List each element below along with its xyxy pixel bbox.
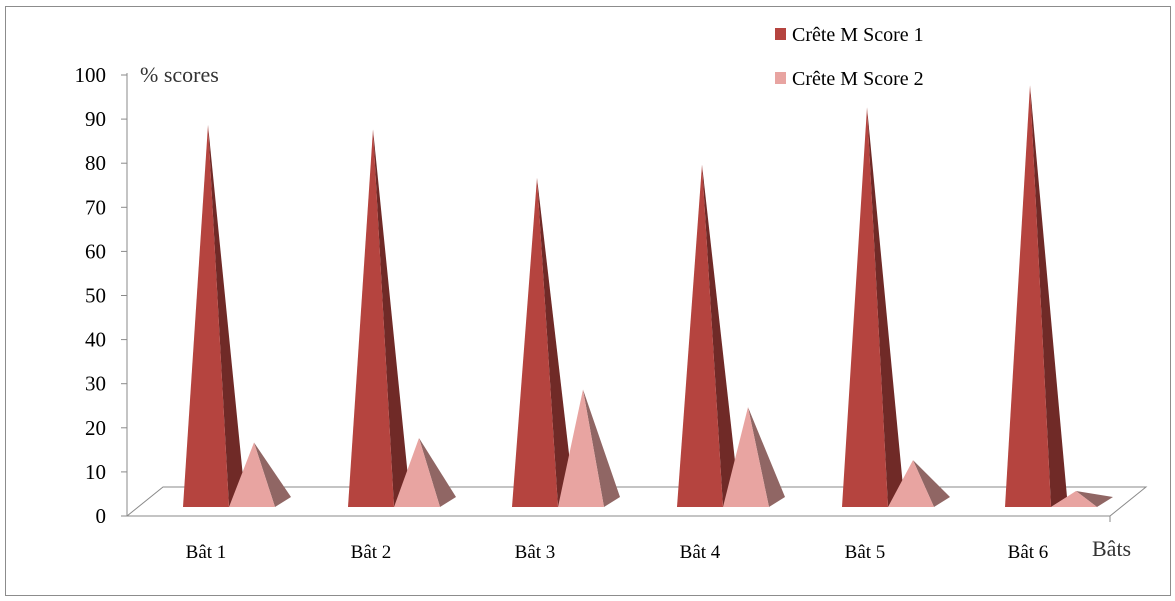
x-tick-label: Bât 6 <box>1008 542 1049 563</box>
bar-side-face <box>583 389 620 507</box>
bar-crete-m-score-2-bat-6 <box>1051 490 1113 507</box>
bar-crete-m-score-1-bat-2 <box>348 129 410 507</box>
bar-side-face <box>537 177 574 507</box>
x-tick-label: Bât 1 <box>186 542 227 563</box>
x-tick-label: Bât 4 <box>680 542 721 563</box>
bar-front-face <box>394 438 440 507</box>
y-tick-label: 50 <box>85 284 106 308</box>
y-tick-label: 70 <box>85 195 106 219</box>
bar-front-face <box>677 164 723 508</box>
y-tick-label: 90 <box>85 107 106 131</box>
bar-front-face <box>1051 490 1097 507</box>
bar-crete-m-score-2-bat-5 <box>888 460 950 507</box>
bar-side-face <box>867 107 904 507</box>
bar-crete-m-score-2-bat-1 <box>229 442 291 507</box>
bar-side-face <box>373 129 410 507</box>
legend-label-crete-m-score-2: Crête M Score 2 <box>792 68 924 90</box>
chart-bars <box>183 85 1113 508</box>
bar-crete-m-score-1-bat-3 <box>512 177 574 507</box>
y-axis-title: % scores <box>140 62 219 87</box>
bar-crete-m-score-1-bat-5 <box>842 107 904 507</box>
bar-crete-m-score-1-bat-6 <box>1005 85 1067 507</box>
y-tick-label: 10 <box>85 460 106 484</box>
bar-side-face <box>419 438 456 507</box>
bar-side-face <box>748 407 785 507</box>
bar-front-face <box>1005 85 1051 507</box>
y-axis: 0 10 20 30 40 50 60 70 80 90 100 <box>75 63 128 528</box>
y-tick-label: 60 <box>85 239 106 263</box>
y-tick-label: 20 <box>85 416 106 440</box>
bar-front-face <box>348 129 394 507</box>
legend-swatch-crete-m-score-1 <box>775 28 786 40</box>
bar-front-face <box>842 107 888 507</box>
bar-side-face <box>702 164 739 508</box>
bar-side-face <box>1076 490 1113 507</box>
bar-crete-m-score-2-bat-4 <box>723 407 785 507</box>
y-tick-label: 40 <box>85 328 106 352</box>
bar-crete-m-score-2-bat-3 <box>558 389 620 507</box>
bar-front-face <box>888 460 934 507</box>
bar-front-face <box>183 124 229 508</box>
bar-crete-m-score-1-bat-4 <box>677 164 739 508</box>
bar-side-face <box>208 124 245 508</box>
y-tick-label: 0 <box>96 504 107 528</box>
x-axis-title: Bâts <box>1092 536 1131 561</box>
bar-crete-m-score-2-bat-2 <box>394 438 456 507</box>
bar-front-face <box>512 177 558 507</box>
bar-front-face <box>558 389 604 507</box>
x-axis-labels: Bât 1 Bât 2 Bât 3 Bât 4 Bât 5 Bât 6 <box>186 542 1049 563</box>
legend-swatch-crete-m-score-2 <box>775 72 786 84</box>
legend-label-crete-m-score-1: Crête M Score 1 <box>792 24 924 46</box>
bar-side-face <box>913 460 950 507</box>
bar-front-face <box>229 442 275 507</box>
bar-front-face <box>723 407 769 507</box>
bar-side-face <box>254 442 291 507</box>
x-tick-label: Bât 3 <box>515 542 556 563</box>
bar-crete-m-score-1-bat-1 <box>183 124 245 508</box>
y-tick-label: 30 <box>85 372 106 396</box>
legend: Crête M Score 1 Crête M Score 2 <box>775 24 924 90</box>
bar-side-face <box>1030 85 1067 507</box>
y-tick-label: 100 <box>75 63 107 87</box>
y-tick-label: 80 <box>85 151 106 175</box>
x-tick-label: Bât 2 <box>351 542 392 563</box>
x-tick-label: Bât 5 <box>845 542 886 563</box>
